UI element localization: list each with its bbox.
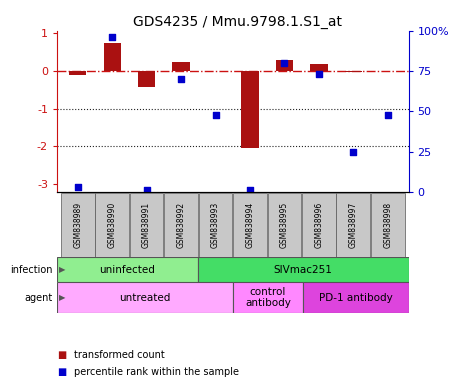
Point — [350, 149, 357, 155]
Point — [384, 111, 391, 118]
Bar — [69, 71, 86, 75]
Text: ▶: ▶ — [59, 265, 66, 274]
Bar — [172, 62, 190, 71]
Point — [74, 184, 82, 190]
Text: GSM838990: GSM838990 — [108, 202, 117, 248]
Text: transformed count: transformed count — [74, 350, 164, 360]
Text: uninfected: uninfected — [99, 265, 155, 275]
Text: GSM838997: GSM838997 — [349, 202, 358, 248]
FancyBboxPatch shape — [95, 193, 129, 257]
Bar — [276, 60, 293, 71]
FancyBboxPatch shape — [336, 193, 370, 257]
Point — [108, 34, 116, 40]
Point — [315, 71, 323, 77]
Text: GSM838991: GSM838991 — [142, 202, 151, 248]
Text: GSM838992: GSM838992 — [177, 202, 186, 248]
Point — [246, 187, 254, 194]
FancyBboxPatch shape — [199, 193, 232, 257]
Text: GSM838996: GSM838996 — [314, 202, 323, 248]
Text: PD-1 antibody: PD-1 antibody — [319, 293, 393, 303]
Text: GSM838989: GSM838989 — [73, 202, 82, 248]
Text: control
antibody: control antibody — [245, 287, 291, 308]
Text: ■: ■ — [57, 367, 66, 377]
FancyBboxPatch shape — [302, 193, 336, 257]
FancyBboxPatch shape — [303, 282, 408, 313]
Text: GSM838994: GSM838994 — [246, 202, 255, 248]
Text: ▶: ▶ — [59, 293, 66, 302]
Text: GDS4235 / Mmu.9798.1.S1_at: GDS4235 / Mmu.9798.1.S1_at — [133, 15, 342, 29]
FancyBboxPatch shape — [267, 193, 301, 257]
Bar — [104, 43, 121, 71]
Text: GSM838998: GSM838998 — [383, 202, 392, 248]
FancyBboxPatch shape — [57, 257, 198, 282]
FancyBboxPatch shape — [371, 193, 405, 257]
Text: untreated: untreated — [119, 293, 171, 303]
Point — [212, 111, 219, 118]
Text: GSM838993: GSM838993 — [211, 202, 220, 248]
Point — [177, 76, 185, 82]
FancyBboxPatch shape — [164, 193, 198, 257]
FancyBboxPatch shape — [61, 193, 95, 257]
Text: ■: ■ — [57, 350, 66, 360]
Bar — [138, 71, 155, 86]
Bar — [310, 64, 328, 71]
Text: infection: infection — [10, 265, 52, 275]
Bar — [241, 71, 258, 148]
FancyBboxPatch shape — [233, 282, 303, 313]
Text: GSM838995: GSM838995 — [280, 202, 289, 248]
FancyBboxPatch shape — [130, 193, 163, 257]
FancyBboxPatch shape — [57, 282, 233, 313]
Text: agent: agent — [24, 293, 52, 303]
FancyBboxPatch shape — [233, 193, 267, 257]
FancyBboxPatch shape — [198, 257, 408, 282]
Text: percentile rank within the sample: percentile rank within the sample — [74, 367, 238, 377]
Text: SIVmac251: SIVmac251 — [274, 265, 332, 275]
Bar — [345, 71, 362, 73]
Point — [143, 187, 151, 194]
Point — [281, 60, 288, 66]
